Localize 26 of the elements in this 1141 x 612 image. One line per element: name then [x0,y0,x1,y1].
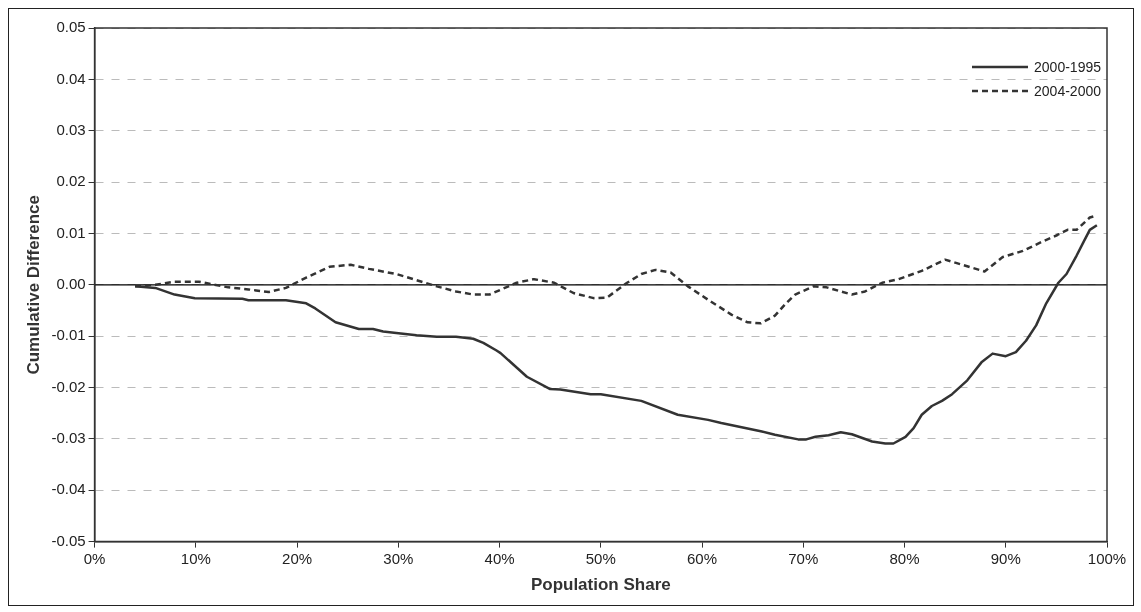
legend-label: 2004-2000 [1034,83,1101,99]
x-tick-label: 10% [180,549,211,567]
y-tick-label: 0.02 [56,172,86,190]
x-tick-label: 30% [383,549,414,567]
x-tick-label: 70% [788,549,819,567]
y-tick-label: 0.03 [56,120,86,138]
y-tick-label: -0.01 [51,326,86,344]
x-tick-label: 60% [687,549,718,567]
y-tick-label: 0.05 [56,18,86,36]
y-tick-label: -0.04 [51,480,86,498]
y-tick-label: -0.03 [51,429,86,447]
y-tick-label: -0.05 [51,531,86,549]
x-tick-label: 50% [585,549,616,567]
x-tick-label: 80% [889,549,920,567]
x-tick-label: 0% [83,549,106,567]
y-tick-label: 0.00 [56,274,86,292]
x-tick-label: 90% [990,549,1021,567]
x-tick-label: 20% [282,549,313,567]
x-axis-title: Population Share [530,575,671,595]
x-tick-label: 100% [1087,549,1127,567]
y-tick-label: 0.01 [56,223,86,241]
x-tick-label: 40% [484,549,515,567]
y-axis-title: Cumulative Difference [23,195,43,375]
y-tick-label: 0.04 [56,69,86,87]
y-tick-label: -0.02 [51,377,86,395]
legend-label: 2000-1995 [1034,59,1101,75]
